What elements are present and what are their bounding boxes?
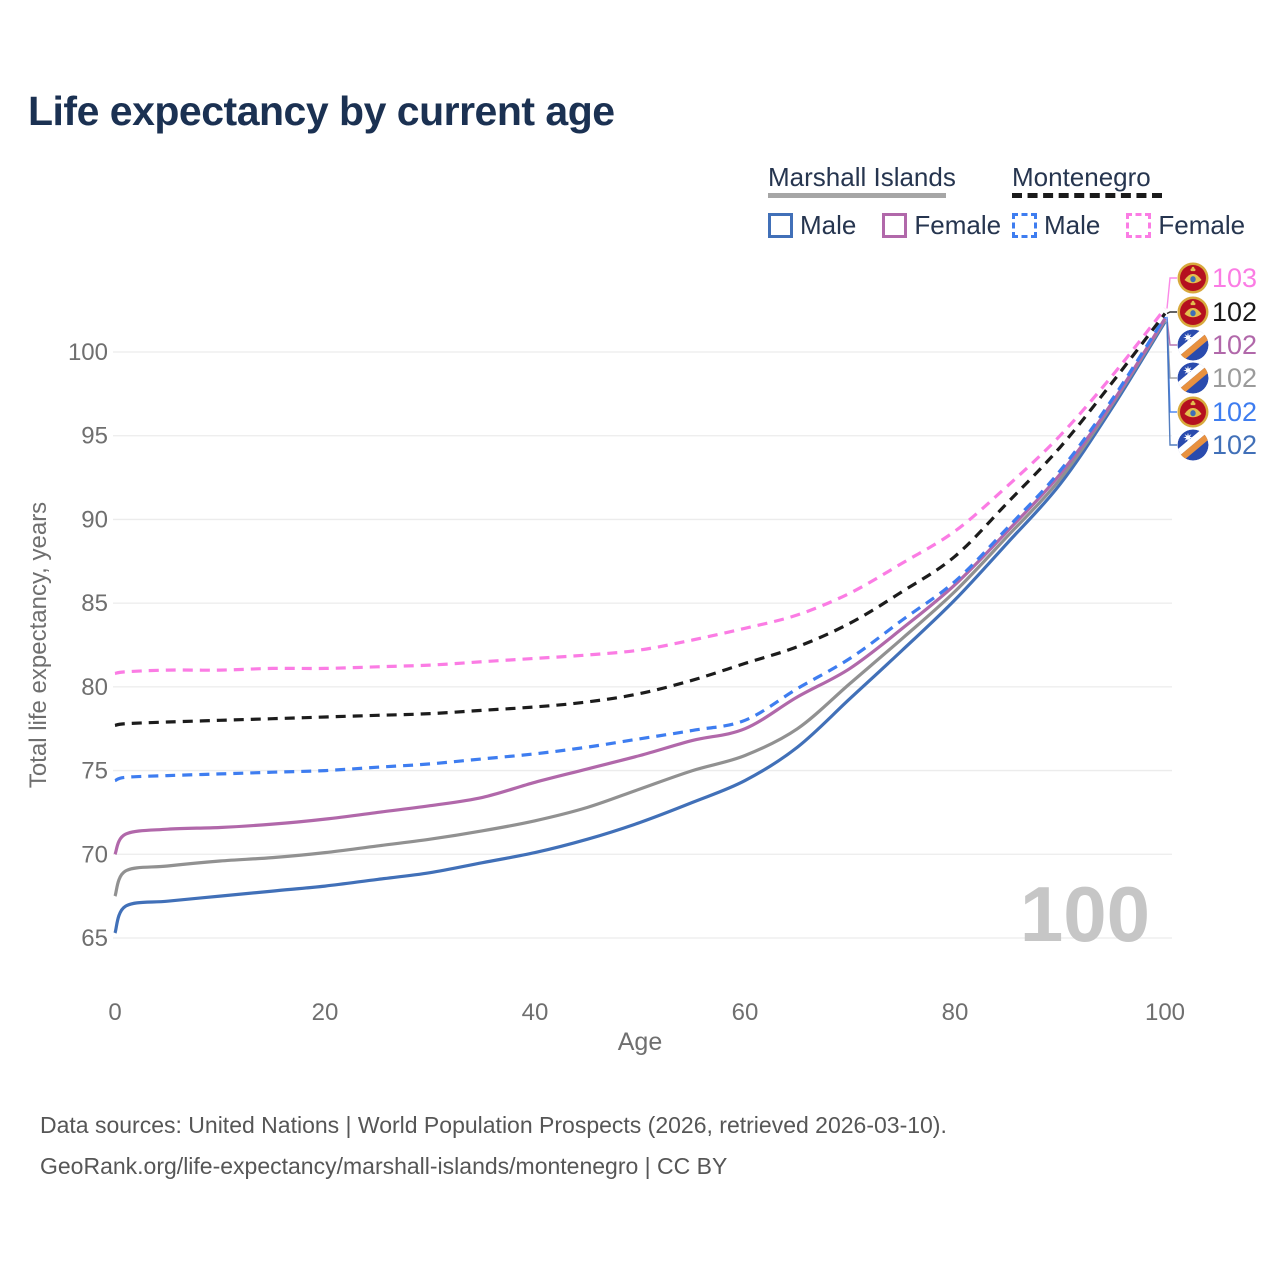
- age-watermark: 100: [1020, 870, 1150, 958]
- x-tick-label: 80: [942, 999, 969, 1026]
- end-label-value-mi-female: 102: [1212, 330, 1257, 360]
- marshall-islands-flag-icon: [1172, 326, 1214, 364]
- footer-data-sources: Data sources: United Nations | World Pop…: [40, 1112, 947, 1138]
- x-tick-label: 40: [522, 999, 549, 1026]
- end-label-value-mi-total: 102: [1212, 363, 1257, 393]
- end-label-leader-line: [1166, 277, 1177, 309]
- legend-group-marshall-islands: Marshall Islands Male Female: [768, 163, 1027, 241]
- end-label-leader-line: [1166, 311, 1177, 315]
- x-tick-label: 20: [312, 999, 339, 1026]
- axes: 65 70 75 80 85 90 95 100 0 20 40 60 80 100 Age Total li…: [25, 339, 1185, 1056]
- y-tick-label: 65: [81, 925, 108, 952]
- montenegro-flag-icon: [1177, 262, 1209, 294]
- end-label-value-me-total: 102: [1212, 297, 1257, 327]
- marshall-islands-flag-icon: [1172, 359, 1214, 397]
- legend-item-me-male[interactable]: Male: [1012, 210, 1100, 241]
- y-tick-label: 90: [81, 506, 108, 533]
- legend-swatch-icon: [882, 213, 908, 238]
- legend-item-me-female[interactable]: Female: [1126, 210, 1245, 241]
- series-line-mi-male[interactable]: [113, 321, 1167, 934]
- end-label-value-mi-male: 102: [1212, 430, 1257, 460]
- legend-group-underline-dashed: [1012, 193, 1162, 198]
- y-tick-label: 75: [81, 758, 108, 785]
- end-label-leader-line: [1166, 321, 1177, 446]
- montenegro-flag-icon: [1177, 396, 1209, 428]
- legend-item-label: Male: [1044, 210, 1101, 240]
- series-line-me-total[interactable]: [114, 312, 1167, 727]
- montenegro-flag-icon: [1177, 296, 1209, 328]
- series-line-mi-total[interactable]: [113, 319, 1167, 897]
- legend-item-label: Female: [1158, 210, 1246, 240]
- legend-group-title[interactable]: Marshall Islands: [768, 162, 956, 192]
- x-tick-label: 60: [732, 999, 759, 1026]
- marshall-islands-flag-icon: [1172, 426, 1214, 464]
- x-tick-label: 100: [1145, 999, 1185, 1026]
- footer: Data sources: United Nations | World Pop…: [40, 1105, 947, 1187]
- y-tick-label: 95: [81, 423, 108, 450]
- y-axis-title: Total life expectancy, years: [25, 502, 52, 788]
- end-label-value-me-female: 103: [1212, 263, 1257, 293]
- legend-swatch-icon: [1126, 213, 1152, 238]
- legend-group-underline-solid: [768, 193, 946, 198]
- y-tick-label: 70: [81, 841, 108, 868]
- legend-item-label: Female: [914, 210, 1002, 240]
- footer-attribution: GeoRank.org/life-expectancy/marshall-isl…: [40, 1153, 728, 1179]
- legend-group-title[interactable]: Montenegro: [1012, 162, 1151, 192]
- gridlines: [113, 351, 1172, 939]
- x-axis-title: Age: [618, 1028, 662, 1056]
- series-line-me-female[interactable]: [114, 307, 1167, 676]
- y-tick-label: 80: [81, 674, 108, 701]
- end-label-value-me-male: 102: [1212, 397, 1257, 427]
- series-lines: [113, 307, 1167, 934]
- y-tick-label: 85: [81, 590, 108, 617]
- series-line-me-male[interactable]: [114, 315, 1167, 783]
- legend-item-mi-female[interactable]: Female: [882, 210, 1001, 241]
- legend-group-montenegro: Montenegro Male Female: [1012, 163, 1271, 241]
- series-line-mi-female[interactable]: [113, 317, 1167, 856]
- x-tick-label: 0: [108, 999, 121, 1026]
- legend-item-mi-male[interactable]: Male: [768, 210, 856, 241]
- page-title: Life expectancy by current age: [28, 88, 615, 134]
- legend-swatch-icon: [1012, 213, 1037, 238]
- legend-swatch-icon: [768, 213, 793, 238]
- y-tick-label: 100: [68, 339, 108, 366]
- legend-item-label: Male: [800, 210, 857, 240]
